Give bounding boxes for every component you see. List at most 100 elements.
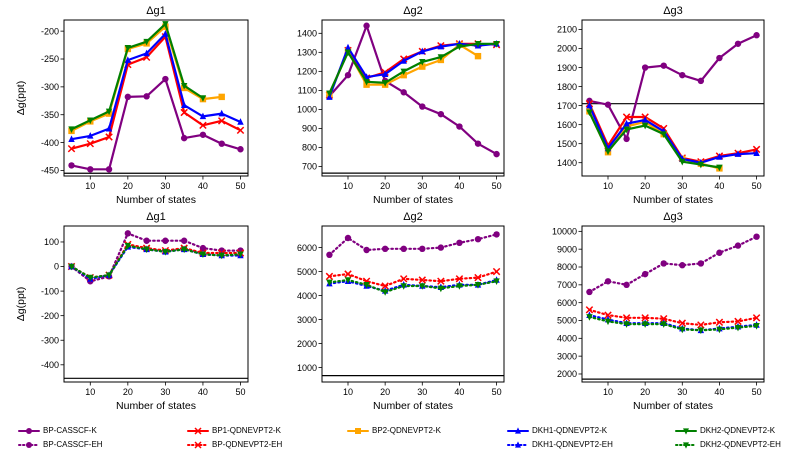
series-line <box>70 32 242 141</box>
data-point <box>344 277 352 284</box>
data-point <box>199 251 207 259</box>
data-point-stroke <box>697 321 705 329</box>
data-point <box>143 49 150 57</box>
data-point <box>217 117 226 125</box>
data-point <box>68 135 75 143</box>
x-tick-label: 20 <box>640 387 650 397</box>
data-point <box>697 161 705 169</box>
data-point <box>344 71 352 79</box>
x-tick-label: 30 <box>160 387 170 397</box>
data-point <box>734 324 742 332</box>
y-tick-label: 4000 <box>557 334 577 344</box>
y-tick-label: 8000 <box>557 262 577 272</box>
x-axis-label: Number of states <box>116 194 196 206</box>
data-point <box>180 108 188 117</box>
series-line <box>588 34 758 140</box>
data-point <box>199 121 207 130</box>
data-point <box>162 248 169 256</box>
plot-area <box>64 21 248 174</box>
data-point <box>623 126 630 134</box>
series <box>67 240 245 282</box>
data-point <box>180 237 188 244</box>
x-tick-label: 40 <box>714 181 724 191</box>
legend-label: DKH1-QDNEVPT2-EH <box>532 440 613 449</box>
chart-panel-5: Δg2 10 20 30 40 50 1000 2000 3000 4000 5000 6000 Num… <box>297 211 505 412</box>
data-point-stroke <box>604 311 612 319</box>
y-tick-label: 10000 <box>552 227 577 237</box>
x-tick-label: 50 <box>752 181 762 191</box>
x-tick-label: 30 <box>677 181 687 191</box>
data-point <box>400 68 407 76</box>
y-tick-label: 6000 <box>297 243 317 253</box>
data-point <box>641 270 649 278</box>
data-point <box>678 319 687 327</box>
data-point <box>355 427 361 434</box>
legend-swatch <box>18 427 40 434</box>
data-point <box>26 427 32 434</box>
data-point-stroke <box>715 318 724 327</box>
legend-label: DKH2-QDNEVPT2-EH <box>700 440 781 449</box>
y-tick-label: 5000 <box>557 316 577 326</box>
series <box>68 21 207 133</box>
series-line <box>328 42 498 95</box>
legend-item-dkh2-qdnevpt2-k: DKH2-QDNEVPT2-K <box>675 424 775 437</box>
data-point <box>679 326 686 334</box>
data-point <box>400 245 407 252</box>
data-point <box>456 283 463 290</box>
data-point <box>622 314 631 322</box>
data-point <box>641 122 649 130</box>
x-tick-label: 10 <box>85 387 95 397</box>
data-point <box>716 153 723 160</box>
data-point <box>162 75 169 83</box>
data-point <box>180 134 188 142</box>
data-point <box>419 245 426 252</box>
data-point <box>641 64 649 71</box>
data-point <box>586 101 593 109</box>
data-point <box>67 144 76 153</box>
series <box>586 314 760 335</box>
data-point <box>419 47 426 55</box>
data-point <box>199 95 207 102</box>
data-point-stroke <box>194 426 202 435</box>
series <box>585 306 761 329</box>
data-point-stroke <box>641 314 649 322</box>
data-point <box>492 267 501 276</box>
data-point <box>474 40 482 48</box>
data-point <box>734 150 742 157</box>
series-line <box>70 77 242 171</box>
y-tick-label: -250 <box>41 54 59 64</box>
y-tick-label: -450 <box>41 166 59 176</box>
data-point <box>437 42 445 50</box>
chart-title: Δg1 <box>146 211 166 223</box>
series-line <box>70 245 242 280</box>
data-point <box>237 146 244 153</box>
legend-swatch <box>507 440 529 448</box>
figure-canvas: Δg1 10 20 30 40 50 -450 -400 -350 -300 -250 -200 Num… <box>15 5 765 412</box>
data-point <box>344 270 352 278</box>
data-point <box>26 441 32 448</box>
y-tick-label: 5000 <box>297 267 317 277</box>
data-point-stroke <box>180 108 188 117</box>
y-tick-label: -400 <box>41 360 59 370</box>
y-tick-label: 4000 <box>297 291 317 301</box>
data-point <box>105 272 113 279</box>
data-point <box>237 118 244 125</box>
data-point <box>400 283 407 290</box>
y-tick-label: 900 <box>302 124 317 134</box>
y-tick-label: 9000 <box>557 244 577 254</box>
series <box>68 242 244 282</box>
data-point <box>641 116 649 123</box>
data-point <box>585 306 594 314</box>
x-tick-label: 50 <box>235 387 245 397</box>
data-point-stroke <box>418 276 427 284</box>
x-axis-label: Number of states <box>633 194 713 206</box>
x-tick-label: 40 <box>198 181 208 191</box>
data-point <box>162 30 169 37</box>
data-point <box>363 282 370 289</box>
data-point <box>604 278 612 285</box>
data-point <box>716 249 723 256</box>
data-point <box>623 281 630 289</box>
data-point <box>679 262 686 269</box>
data-point <box>493 278 500 285</box>
legend-label: BP-QDNEVPT2-EH <box>212 440 283 449</box>
